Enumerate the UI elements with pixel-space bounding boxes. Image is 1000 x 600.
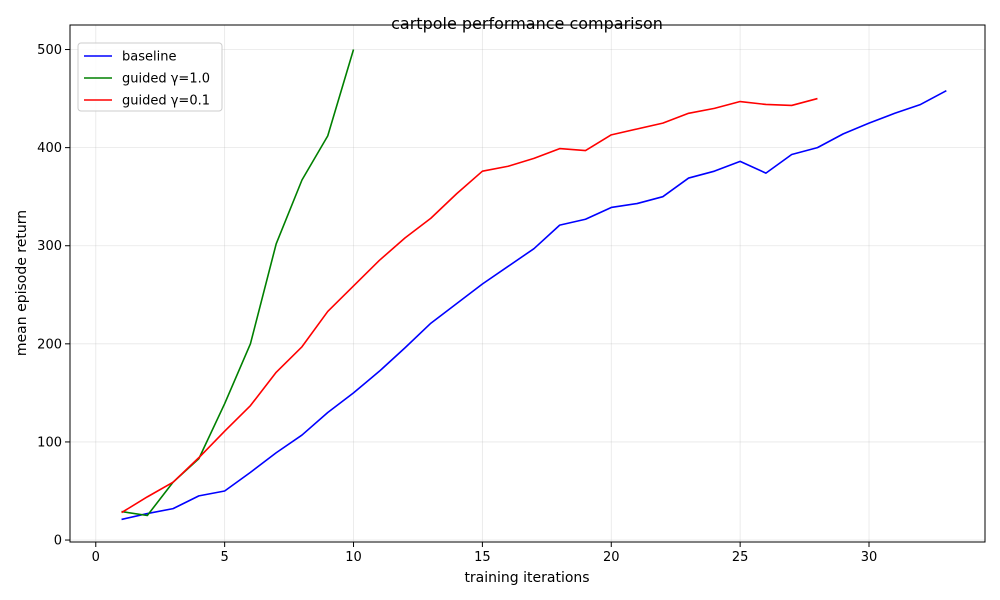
plot-frame [69, 24, 986, 543]
x-tick-label: 0 [92, 550, 100, 565]
x-tick-label: 20 [603, 550, 620, 565]
legend-label-3: guided γ=0.1 [122, 94, 210, 109]
y-tick-label: 400 [37, 141, 62, 156]
series-layer [121, 49, 947, 521]
x-tick-label: 15 [474, 550, 491, 565]
y-tick-label: 500 [37, 43, 62, 58]
series-line-1 [121, 90, 947, 521]
legend-label-2: guided γ=1.0 [122, 72, 210, 87]
y-tick-label: 200 [37, 337, 62, 352]
y-tick-label: 300 [37, 239, 62, 254]
y-tick-label: 0 [54, 534, 62, 549]
x-tick-label: 30 [861, 550, 878, 565]
legend: baseline guided γ=1.0 guided γ=0.1 [77, 42, 223, 112]
legend-box [77, 42, 223, 112]
x-axis-label: training iterations [464, 570, 589, 586]
series-line-3 [121, 97, 818, 514]
x-tick-label: 5 [221, 550, 229, 565]
series-line-2 [121, 49, 355, 517]
chart-title: cartpole performance comparison [391, 14, 663, 33]
y-tick-label: 100 [37, 435, 62, 450]
x-tick-label: 25 [732, 550, 749, 565]
legend-label-1: baseline [122, 50, 176, 65]
x-tick-label: 10 [345, 550, 362, 565]
y-axis-label: mean episode return [14, 210, 30, 356]
plot-area [70, 25, 985, 542]
